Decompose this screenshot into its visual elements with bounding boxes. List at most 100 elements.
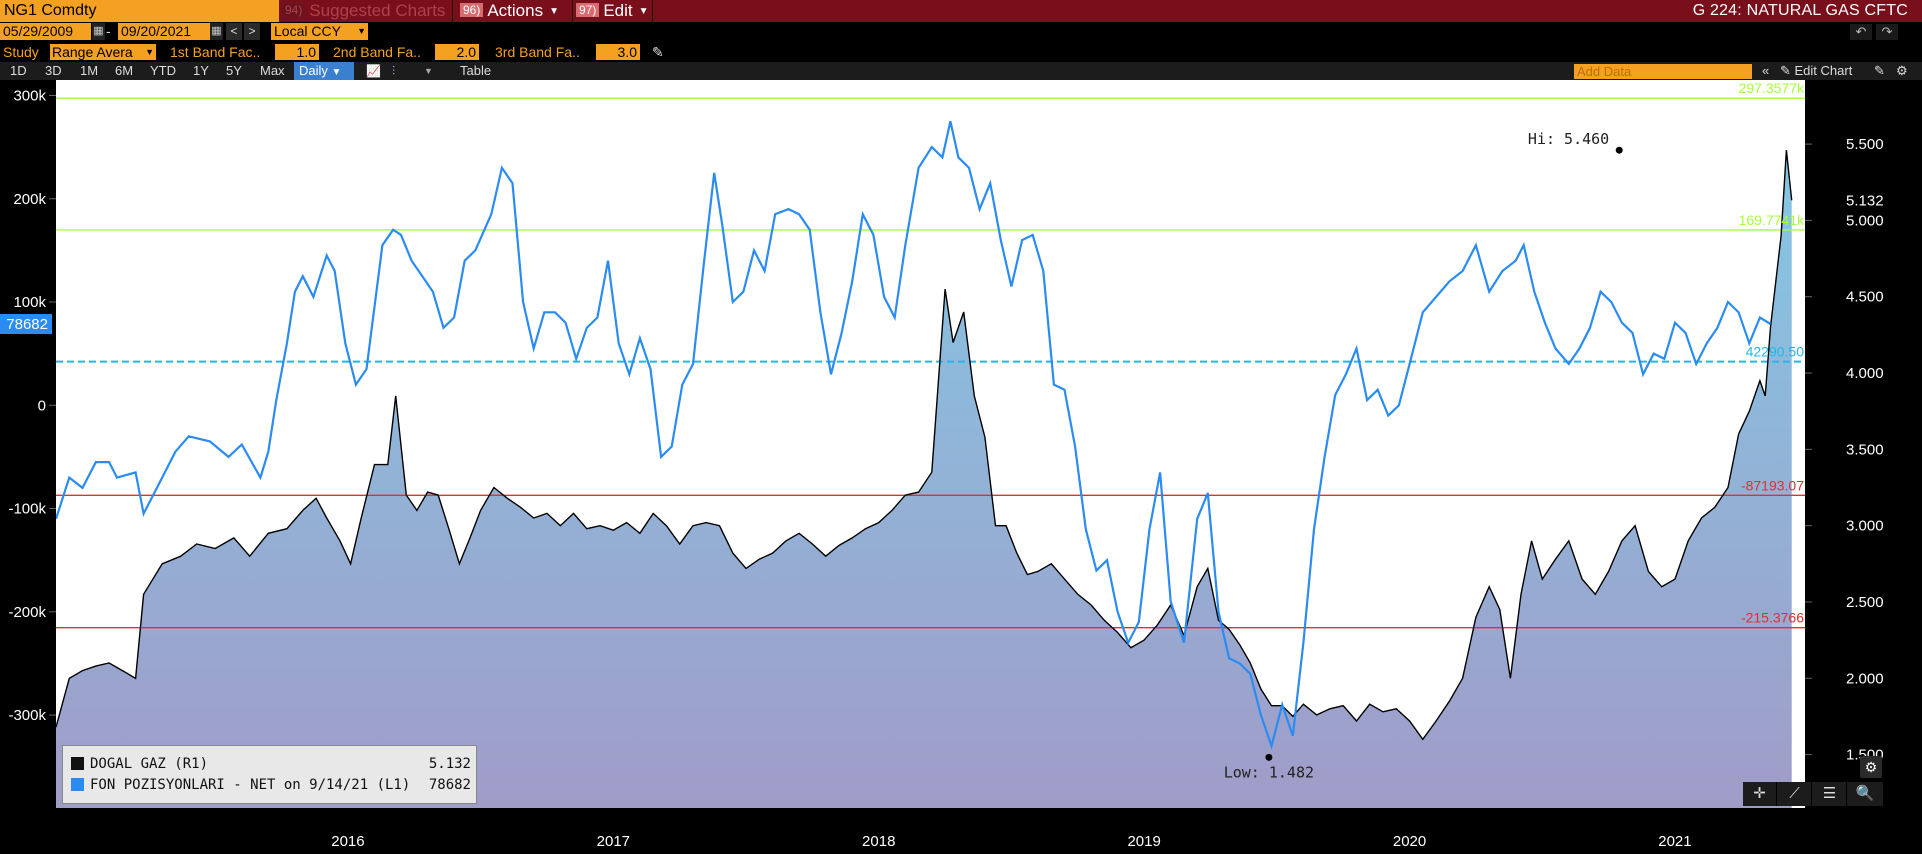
chevron-down-icon: ▼ bbox=[357, 26, 366, 36]
period-max[interactable]: Max bbox=[260, 63, 285, 78]
crosshair-icon[interactable]: ✛ bbox=[1743, 782, 1777, 806]
left-tick-label: 200k bbox=[13, 191, 46, 208]
edit-menu-button[interactable]: 97) Edit ▼ bbox=[576, 0, 649, 22]
left-tick-label: -100k bbox=[8, 501, 46, 518]
x-tick-label: 2016 bbox=[331, 833, 364, 850]
right-tick-label: 2.500 bbox=[1846, 594, 1884, 611]
zoom-icon[interactable]: 🔍 bbox=[1855, 785, 1875, 802]
left-tick-label: 300k bbox=[13, 87, 46, 104]
period-3d[interactable]: 3D bbox=[45, 63, 62, 78]
end-date-field[interactable]: 09/20/2021 bbox=[118, 23, 210, 40]
suggested-charts-button[interactable]: 94) Suggested Charts bbox=[282, 0, 445, 22]
gear-icon[interactable]: ⚙ bbox=[1896, 63, 1908, 78]
period-toolbar: 1D 3D 1M 6M YTD 1Y 5Y Max Daily ▼ 📈 ⫶ ▼ … bbox=[0, 62, 1922, 80]
x-tick-label: 2017 bbox=[597, 833, 630, 850]
page-title: G 224: NATURAL GAS CFTC bbox=[1692, 2, 1908, 19]
reference-label: 42290.50 bbox=[1746, 344, 1805, 360]
legend-item-positions: FON POZISYONLARI - NET on 9/14/21 (L1) 7… bbox=[71, 775, 471, 795]
right-tick-label: 3.500 bbox=[1846, 441, 1884, 458]
price-line bbox=[56, 150, 1793, 741]
range-dash: - bbox=[106, 23, 111, 39]
add-data-input[interactable]: Add Data bbox=[1574, 64, 1752, 79]
study-selected: Range Avera bbox=[52, 44, 133, 60]
right-tick-label: 4.000 bbox=[1846, 365, 1884, 382]
edit-caret-icon: ▼ bbox=[638, 6, 649, 17]
left-tick-label: 100k bbox=[13, 294, 46, 311]
legend-swatch bbox=[71, 757, 84, 770]
study-bar: Study Range Avera ▼ 1st Band Fac.. 1.0 2n… bbox=[0, 42, 1922, 62]
start-date-field[interactable]: 05/29/2009 bbox=[0, 23, 91, 40]
x-tick-label: 2019 bbox=[1127, 833, 1160, 850]
period-5y[interactable]: 5Y bbox=[226, 63, 242, 78]
previous-range-button[interactable]: < bbox=[226, 23, 242, 40]
period-1m[interactable]: 1M bbox=[80, 63, 99, 78]
draw-line-icon[interactable]: ⟋ bbox=[1778, 782, 1812, 806]
left-current-value: 78682 bbox=[6, 316, 48, 333]
legend-value: 78682 bbox=[428, 777, 471, 793]
band3-input[interactable]: 3.0 bbox=[596, 44, 640, 60]
legend-item-price: DOGAL GAZ (R1) 5.132 bbox=[71, 754, 471, 774]
reference-label: 297.3577k bbox=[1739, 80, 1805, 96]
chevron-down-icon[interactable]: ▼ bbox=[424, 66, 433, 76]
period-1d[interactable]: 1D bbox=[10, 63, 27, 78]
suggested-charts-shortcut: 94) bbox=[282, 3, 306, 17]
right-tick-label: 5.500 bbox=[1846, 136, 1884, 153]
next-range-button[interactable]: > bbox=[244, 23, 260, 40]
edit-chart-label: Edit Chart bbox=[1794, 63, 1853, 78]
band1-input[interactable]: 1.0 bbox=[275, 44, 319, 60]
right-tick-label: 5.000 bbox=[1846, 212, 1884, 229]
x-tick-label: 2020 bbox=[1393, 833, 1426, 850]
left-tick-label: -200k bbox=[8, 604, 46, 621]
period-1y[interactable]: 1Y bbox=[193, 63, 209, 78]
pencil-icon[interactable]: ✎ bbox=[1874, 63, 1885, 78]
chevron-down-icon: ▼ bbox=[331, 67, 342, 78]
pencil-icon[interactable]: ✎ bbox=[652, 44, 664, 60]
actions-shortcut: 96) bbox=[460, 3, 484, 17]
chart-settings-icon[interactable]: ⚙ bbox=[1860, 756, 1882, 778]
annotation-label: Low: 1.482 bbox=[1224, 763, 1314, 781]
end-calendar-icon[interactable]: ▦ bbox=[210, 23, 223, 40]
left-current-box bbox=[0, 314, 52, 335]
legend-value: 5.132 bbox=[428, 756, 471, 772]
divider bbox=[452, 0, 453, 22]
divider bbox=[572, 0, 573, 22]
actions-menu-button[interactable]: 96) Actions ▼ bbox=[460, 0, 559, 22]
chevron-down-icon: ▼ bbox=[145, 47, 154, 57]
legend[interactable]: DOGAL GAZ (R1) 5.132 FON POZISYONLARI - … bbox=[62, 745, 477, 804]
list-icon[interactable]: ☰ bbox=[1813, 782, 1847, 806]
actions-caret-icon: ▼ bbox=[549, 6, 559, 17]
band1-label: 1st Band Fac.. bbox=[170, 44, 261, 60]
period-6m[interactable]: 6M bbox=[115, 63, 134, 78]
redo-icon[interactable]: ↷ bbox=[1876, 24, 1898, 40]
table-button[interactable]: Table bbox=[460, 63, 492, 78]
reference-label: -215.3766 bbox=[1741, 610, 1804, 626]
reference-label: -87193.07 bbox=[1741, 477, 1804, 493]
positions-line bbox=[56, 121, 1772, 750]
currency-select[interactable]: Local CCY ▼ bbox=[271, 23, 368, 40]
divider bbox=[652, 0, 653, 22]
edit-label: Edit bbox=[603, 1, 633, 20]
ticker-field[interactable]: NG1 Comdty bbox=[0, 0, 279, 22]
right-tick-label: 4.500 bbox=[1846, 289, 1884, 306]
chart-tools: ✛ ⟋ ☰ 🔍 bbox=[1743, 782, 1883, 806]
left-tick-label: 0 bbox=[38, 397, 46, 414]
annotation-label: Hi: 5.460 bbox=[1528, 130, 1609, 148]
study-select[interactable]: Range Avera ▼ bbox=[50, 44, 156, 60]
frequency-select[interactable]: Daily ▼ bbox=[294, 62, 354, 80]
bar-style-icon[interactable]: ⫶ bbox=[392, 64, 396, 78]
title-bar: NG1 Comdty 94) Suggested Charts 96) Action… bbox=[0, 0, 1922, 22]
band2-input[interactable]: 2.0 bbox=[435, 44, 479, 60]
line-chart-icon[interactable]: 📈 bbox=[366, 64, 381, 78]
currency-label: Local CCY bbox=[274, 23, 341, 39]
x-tick-label: 2018 bbox=[862, 833, 895, 850]
edit-chart-button[interactable]: ✎ Edit Chart bbox=[1780, 63, 1853, 78]
collapse-icon[interactable]: « bbox=[1762, 63, 1770, 78]
period-ytd[interactable]: YTD bbox=[150, 63, 176, 78]
band3-label: 3rd Band Fa.. bbox=[495, 44, 580, 60]
date-range-bar: 05/29/2009 ▦ - 09/20/2021 ▦ < > Local CC… bbox=[0, 22, 1922, 42]
undo-icon[interactable]: ↶ bbox=[1850, 24, 1872, 40]
right-current-value: 5.132 bbox=[1846, 192, 1884, 209]
reference-label: 169.7741k bbox=[1739, 212, 1805, 228]
start-calendar-icon[interactable]: ▦ bbox=[92, 23, 105, 40]
